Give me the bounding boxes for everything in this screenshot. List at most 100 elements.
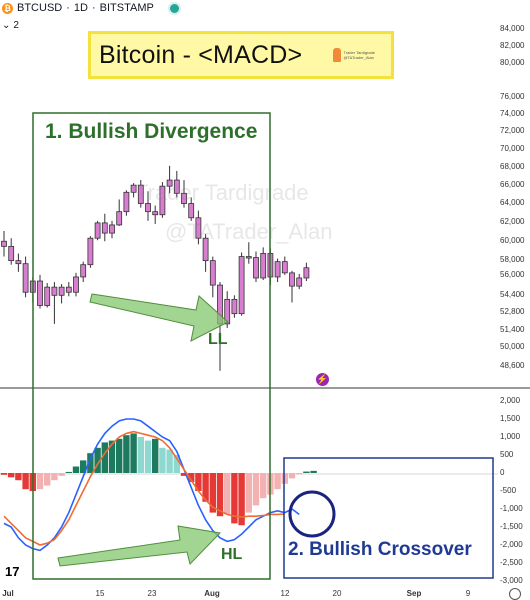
macd-tick-label: 1,000 <box>500 432 521 441</box>
symbol-header[interactable]: ₿ BTCUSD · 1D · BITSTAMP <box>0 0 181 16</box>
histogram-bar <box>260 473 267 499</box>
histogram-bar <box>144 440 152 473</box>
candle <box>137 184 144 204</box>
time-tick-label: Aug <box>204 589 220 598</box>
indicator-count: 2 <box>13 19 19 31</box>
pane-separator[interactable] <box>0 387 530 475</box>
macd-lines <box>3 418 300 552</box>
chevron-down-icon[interactable]: ⌄ <box>2 19 11 31</box>
price-tick-label: 54,400 <box>500 290 525 299</box>
time-tick-label: 9 <box>465 589 471 598</box>
lower-low-label: LL <box>208 331 228 348</box>
candle <box>245 256 252 259</box>
histogram-bar <box>166 449 173 473</box>
candle <box>145 203 151 213</box>
candle <box>109 224 115 234</box>
histogram-bar <box>137 437 144 473</box>
histogram-bar <box>8 473 15 478</box>
candle <box>65 286 72 293</box>
candle <box>123 191 130 213</box>
histogram-bar <box>209 473 216 513</box>
histogram-bar <box>216 473 224 517</box>
candle <box>73 276 79 293</box>
candle <box>80 264 87 278</box>
price-tick-label: 56,000 <box>500 270 525 279</box>
histogram-bar <box>116 438 123 473</box>
histogram-bar <box>195 473 202 491</box>
histogram-bar <box>274 473 281 490</box>
title-banner: Bitcoin - <MACD> Trader Tardigrade @TATr… <box>88 31 394 79</box>
histogram-bar <box>65 471 72 473</box>
annotation-overlay <box>32 112 494 580</box>
symbol-name[interactable]: BTCUSD <box>17 2 63 14</box>
tradingview-logo-icon[interactable]: 17 <box>5 564 20 579</box>
macd-tick-label: -1,500 <box>500 522 523 531</box>
market-status-icon <box>167 1 181 15</box>
candle <box>281 261 288 274</box>
candle <box>22 263 29 293</box>
candle <box>209 260 216 286</box>
price-tick-label: 74,000 <box>500 109 525 118</box>
candle <box>44 286 51 306</box>
candle <box>94 222 101 239</box>
candle <box>303 267 310 279</box>
macd-tick-label: -3,000 <box>500 576 523 585</box>
candle <box>8 245 15 262</box>
separator-dot: · <box>91 2 96 14</box>
interval-label[interactable]: 1D <box>73 2 88 14</box>
bitcoin-logo-icon: ₿ <box>2 2 13 14</box>
candle <box>296 277 303 287</box>
candle <box>238 256 245 315</box>
macd-tick-label: 2,000 <box>500 396 521 405</box>
indicators-toggle[interactable]: ⌄ 2 <box>2 18 19 32</box>
histogram-bar <box>130 433 137 473</box>
tardigrade-logo-icon <box>333 48 342 62</box>
price-tick-label: 64,000 <box>500 198 525 207</box>
price-tick-label: 60,000 <box>500 236 525 245</box>
histogram-bar <box>80 460 87 473</box>
histogram-bar <box>224 473 231 515</box>
lightning-icon[interactable]: ⚡ <box>316 373 329 386</box>
time-tick-label: 12 <box>280 589 290 598</box>
candle <box>15 260 22 265</box>
price-tick-label: 70,000 <box>500 144 525 153</box>
histogram-bar <box>44 473 51 486</box>
candle <box>152 211 159 216</box>
badge-text: Trader Tardigrade @TATrader_Alan <box>343 50 376 60</box>
histogram-bar <box>15 473 22 481</box>
price-tick-label: 66,000 <box>500 180 525 189</box>
time-tick-label: Jul <box>2 589 14 598</box>
macd-tick-label: 0 <box>500 468 505 477</box>
histogram-bar <box>303 471 310 473</box>
macd-tick-label: -2,500 <box>500 558 523 567</box>
candle <box>274 261 281 278</box>
histogram-bar <box>123 435 130 473</box>
price-tick-label: 68,000 <box>500 162 525 171</box>
time-tick-label: 23 <box>147 589 157 598</box>
author-badge: Trader Tardigrade @TATrader_Alan <box>333 47 379 63</box>
histogram-bar <box>173 455 180 473</box>
price-tick-label: 48,600 <box>500 361 525 370</box>
divergence-label: 1. Bullish Divergence <box>45 120 258 143</box>
macd-tick-label: 1,500 <box>500 414 521 423</box>
candle <box>181 192 187 204</box>
settings-gear-icon[interactable] <box>509 588 521 600</box>
histogram-bar <box>0 473 8 475</box>
histogram-bar <box>22 473 29 490</box>
time-tick-label: 15 <box>95 589 105 598</box>
time-tick-label: Sep <box>406 589 422 598</box>
macd-tick-label: -500 <box>500 486 517 495</box>
candle <box>260 253 267 279</box>
histogram-bar <box>101 442 108 473</box>
histogram-bar <box>94 447 101 473</box>
watermark-line-1: Trader Tardigrade <box>135 180 309 205</box>
price-tick-label: 58,000 <box>500 255 525 264</box>
macd-tick-label: -1,000 <box>500 504 523 513</box>
histogram-bar <box>188 473 195 482</box>
price-tick-label: 62,000 <box>500 217 525 226</box>
candle <box>51 286 58 296</box>
candle <box>87 237 94 266</box>
candle <box>130 184 137 193</box>
